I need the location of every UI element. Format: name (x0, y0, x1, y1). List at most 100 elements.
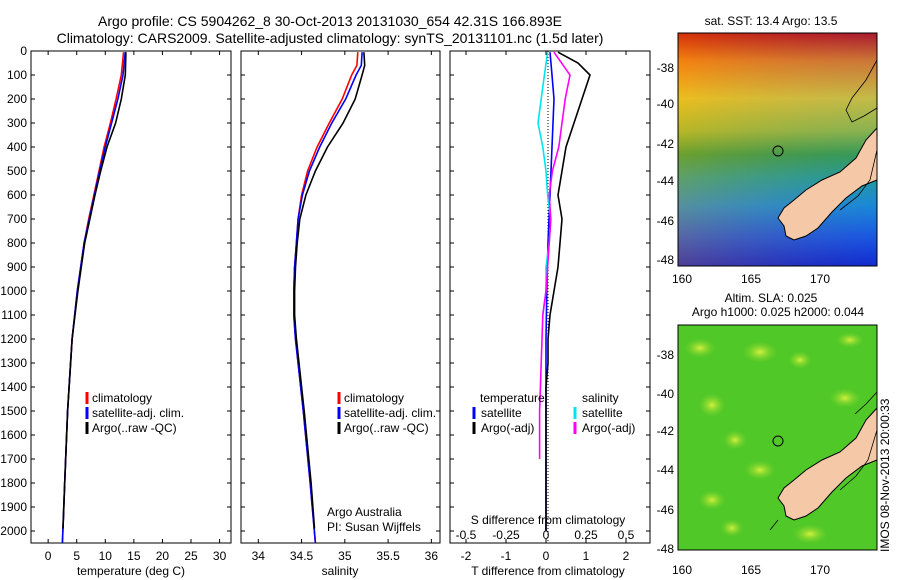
legend-label-sal-argo: Argo(-adj) (582, 421, 635, 435)
x-tick-label: 15 (127, 549, 141, 563)
depth-tick-label: 1300 (0, 356, 27, 370)
t-difference-xlabel: T difference from climatology (471, 564, 625, 578)
salinity-xlabel: salinity (322, 564, 359, 578)
lat-tick: -44 (657, 174, 675, 188)
coast-contour (839, 59, 878, 211)
depth-tick-label: 1800 (0, 476, 27, 490)
x-tick-label: 30 (213, 549, 227, 563)
lat-tick: -46 (657, 214, 675, 228)
s-difference-title: S difference from climatology (471, 513, 626, 527)
temperature-x-axis: 0 5 10 15 20 25 30 (45, 51, 227, 563)
lat-tick: -40 (657, 387, 675, 401)
temperature-xlabel: temperature (deg C) (77, 564, 185, 578)
lon-tick: 165 (741, 272, 761, 286)
depth-tick-label: 1700 (0, 452, 27, 466)
new-zealand-landmass (777, 126, 878, 241)
depth-tick-label: 1500 (0, 404, 27, 418)
argo-float-location (772, 435, 784, 447)
x-tick-label: 36 (425, 549, 439, 563)
x-tick-label: 2 (623, 549, 630, 563)
x-tick-label: -1 (501, 549, 512, 563)
legend-label-sal-satellite: satellite (582, 406, 623, 420)
series-line (545, 52, 555, 531)
temperature-axes (30, 50, 232, 544)
depth-tick-label: 0 (20, 44, 27, 58)
x-tick-label: 35 (338, 549, 352, 563)
depth-tick-label: 700 (7, 212, 27, 226)
depth-tick-label: 300 (7, 116, 27, 130)
new-zealand-landmass (777, 406, 878, 521)
x-tick-label: 1 (583, 549, 590, 563)
credit-institution: Argo Australia (327, 505, 402, 519)
lon-tick: 170 (810, 563, 830, 577)
difference-axes (449, 50, 651, 544)
legend-label-temp-argo: Argo(-adj) (481, 421, 534, 435)
legend-label-satellite-adj: satellite-adj. clim. (92, 406, 184, 420)
series-line (537, 52, 552, 316)
depth-tick-label: 400 (7, 140, 27, 154)
sla-map-title-2: Argo h1000: 0.025 h2000: 0.044 (692, 305, 864, 319)
lon-tick: 160 (672, 272, 692, 286)
depth-tick-label: 200 (7, 92, 27, 106)
lat-tick: -40 (657, 97, 675, 111)
x-tick-label: 20 (156, 549, 170, 563)
salinity-legend: climatology satellite-adj. clim. Argo(..… (337, 391, 436, 435)
depth-tick-label: 2000 (0, 524, 27, 538)
depth-tick-label: 100 (7, 68, 27, 82)
secondary-x-tick-label: -0.25 (492, 528, 520, 542)
depth-tick-label: 1200 (0, 332, 27, 346)
lon-tick: 160 (672, 563, 692, 577)
x-tick-label: -2 (461, 549, 472, 563)
legend-label-argo: Argo(..raw -QC) (344, 421, 429, 435)
lat-tick: -42 (657, 137, 675, 151)
legend-label-climatology: climatology (92, 391, 152, 405)
difference-series-group (537, 51, 591, 531)
sst-map-title: sat. SST: 13.4 Argo: 13.5 (705, 14, 838, 28)
secondary-x-tick-label: 0.25 (574, 528, 598, 542)
salinity-series-group (292, 52, 366, 544)
series-line (292, 52, 363, 544)
x-tick-label: 10 (99, 549, 113, 563)
depth-tick-label: 900 (7, 260, 27, 274)
x-tick-label: 34 (252, 549, 266, 563)
lat-tick: -48 (657, 542, 675, 556)
sla-map-axes: -38 -40 -42 -44 -46 -48 160 165 170 (657, 348, 831, 577)
series-line (538, 51, 571, 459)
sla-map (677, 324, 878, 551)
coast-contour (769, 391, 878, 531)
depth-tick-label: 1100 (1, 308, 27, 322)
depth-tick-label: 1400 (0, 380, 27, 394)
secondary-x-tick-label: -0.5 (456, 528, 477, 542)
series-line (62, 52, 127, 529)
series-line (545, 51, 591, 531)
depth-tick-label: 600 (7, 188, 27, 202)
x-tick-label: 0 (45, 549, 52, 563)
series-line (293, 52, 366, 529)
salinity-axes (240, 50, 441, 544)
legend-label-argo: Argo(..raw -QC) (92, 421, 177, 435)
depth-tick-label: 1000 (0, 284, 27, 298)
figure-title-line-1: Argo profile: CS 5904262_8 30-Oct-2013 2… (98, 13, 562, 29)
legend-label-climatology: climatology (344, 391, 404, 405)
lat-tick: -44 (657, 463, 675, 477)
sst-map-axes: -38 -40 -42 -44 -46 -48 160 165 170 (657, 61, 831, 286)
lat-tick: -38 (657, 61, 675, 75)
imos-timestamp: IMOS 08-Nov-2013 20:00:33 (878, 398, 892, 552)
lat-tick: -46 (657, 503, 675, 517)
depth-tick-label: 1600 (0, 428, 27, 442)
difference-x-axis: -2 -1 0 1 2 -0.5 -0.25 0 0.25 0.5 (456, 51, 635, 563)
x-tick-label: 5 (73, 549, 80, 563)
depth-axis: 0 100 200 300 400 500 600 700 800 900 1000 1100 1200… (0, 44, 650, 538)
figure-title-line-2: Climatology: CARS2009. Satellite-adjuste… (56, 30, 604, 46)
salinity-x-axis: 34 34.5 35 35.5 36 (252, 51, 439, 563)
lat-tick: -48 (657, 253, 675, 267)
legend-label-satellite-adj: satellite-adj. clim. (344, 406, 436, 420)
depth-tick-label: 800 (7, 236, 27, 250)
legend-heading-temperature: temperature (480, 391, 545, 405)
secondary-x-tick-label: 0 (543, 528, 550, 542)
lat-tick: -38 (657, 348, 675, 362)
x-tick-label: 0 (543, 549, 550, 563)
x-tick-label: 35.5 (376, 549, 400, 563)
depth-tick-label: 1900 (0, 500, 27, 514)
lat-tick: -42 (657, 424, 675, 438)
